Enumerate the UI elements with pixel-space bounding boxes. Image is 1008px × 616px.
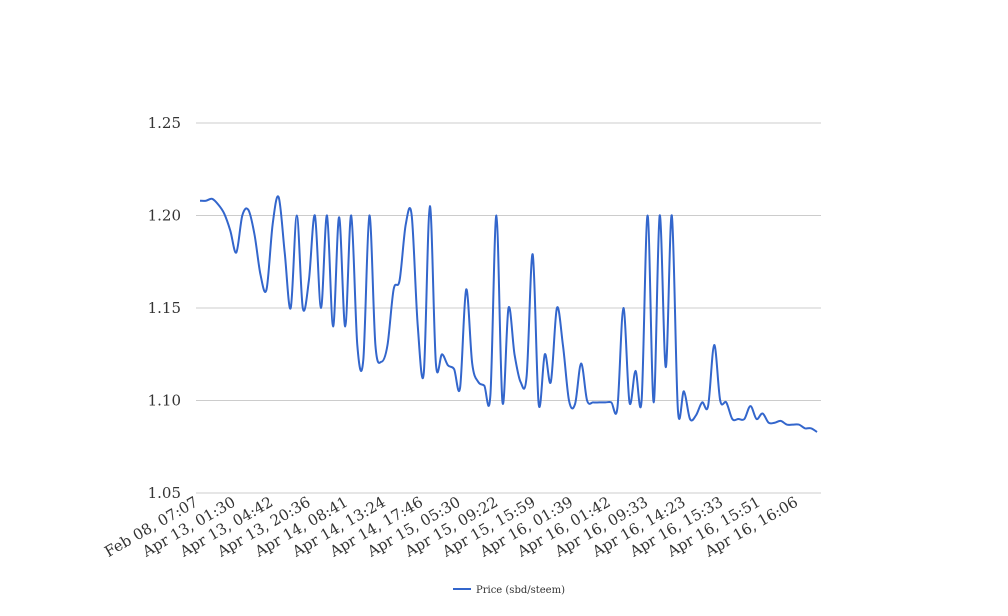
legend: Price (sbd/steem) [453,585,565,596]
y-tick-label: 1.10 [148,392,181,410]
y-axis-ticks: 1.05 1.10 1.15 1.20 1.25 [148,114,181,502]
legend-label: Price (sbd/steem) [476,585,565,596]
y-tick-label: 1.20 [148,207,181,225]
y-tick-label: 1.05 [148,484,181,502]
series-lines [199,195,818,433]
y-tick-label: 1.25 [148,114,181,132]
y-tick-label: 1.15 [148,299,181,317]
series-line [199,195,818,433]
